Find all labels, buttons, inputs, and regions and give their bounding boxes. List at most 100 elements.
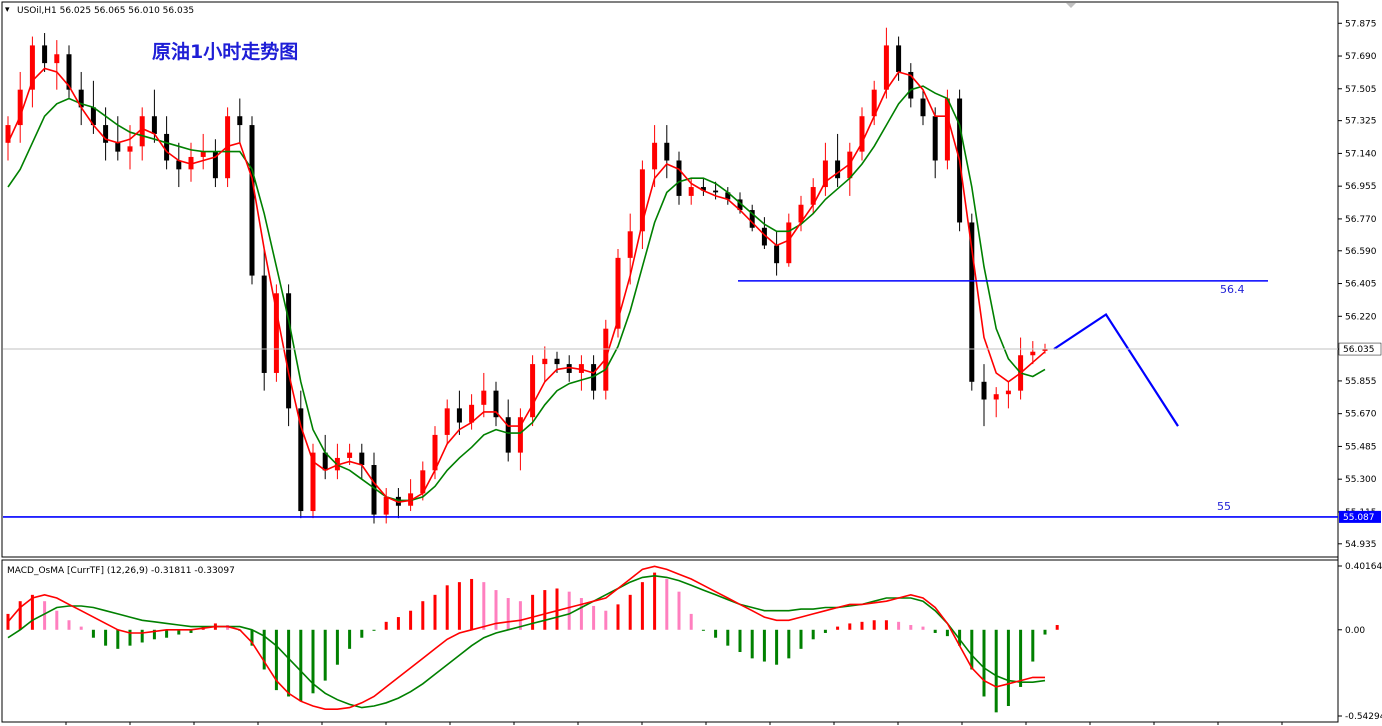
candles [5, 27, 1048, 524]
macd-histogram-bar [55, 610, 59, 630]
macd-histogram-bar [750, 629, 754, 659]
price-tick-label: 56.770 [1345, 215, 1377, 225]
candle-bear [566, 364, 572, 373]
candle-bull [786, 222, 792, 264]
macd-histogram-bar [177, 629, 181, 635]
macd-histogram-bar [665, 578, 669, 630]
candle-bear [493, 390, 499, 418]
macd-histogram-bar [445, 585, 449, 630]
candle-bear [920, 98, 926, 117]
price-tick-label: 55.670 [1345, 410, 1377, 420]
macd-histogram-bar [848, 623, 852, 630]
forecast-path[interactable] [1053, 312, 1179, 427]
main-panel-frame [1, 1, 1339, 558]
macd-histogram-bar [79, 626, 83, 630]
price-tick-label: 55.485 [1345, 442, 1377, 452]
candle-bull [139, 116, 145, 147]
macd-histogram-bar [91, 629, 95, 638]
macd-histogram-bar [579, 598, 583, 630]
macd-histogram-bar [628, 594, 632, 630]
candle-bull [347, 452, 353, 458]
candle-bear [713, 190, 719, 193]
candle-bull [798, 204, 804, 223]
horizontal-levels[interactable]: 56.4 55 [3, 280, 1338, 518]
candle-bull [578, 364, 584, 373]
macd-histogram-bar [640, 582, 644, 630]
candle-bull [615, 257, 621, 329]
macd-histogram-bar [909, 625, 913, 630]
macd-histogram-bar [872, 620, 876, 630]
price-tick-label: 57.140 [1345, 149, 1377, 159]
macd-histogram-bar [884, 620, 888, 630]
candle-bear [78, 89, 84, 108]
candle-bull [639, 169, 645, 232]
candle-bear [908, 71, 914, 99]
candle-bear [66, 54, 72, 90]
candle-bear [896, 45, 902, 72]
candle-bull [517, 417, 523, 453]
macd-histogram-bar [958, 629, 962, 646]
candle-bull [1030, 351, 1036, 356]
candle-bear [932, 116, 938, 161]
macd-histogram-bar [299, 629, 303, 702]
candle-bull [310, 452, 316, 512]
candle-bull [822, 160, 828, 188]
macd-histogram-bar [323, 629, 327, 681]
macd-histogram-bar [518, 601, 522, 630]
candle-bull [17, 89, 23, 126]
candle-bear [90, 107, 96, 126]
macd-indicator [6, 565, 1059, 713]
macd-histogram-bar [152, 629, 156, 640]
symbol-info: USOil,H1 56.025 56.065 56.010 56.035 [17, 6, 194, 16]
macd-histogram-bar [555, 588, 559, 630]
macd-histogram-bar [421, 601, 425, 630]
candle-bear [835, 160, 841, 179]
candle-bear [176, 160, 182, 170]
macd-histogram-bar [274, 629, 278, 691]
macd-histogram-bar [714, 629, 718, 638]
macd-histogram-bar [762, 629, 766, 662]
candle-bear [505, 417, 511, 453]
macd-tick-label: -0.54294 [1345, 712, 1382, 722]
macd-histogram-bar [335, 629, 339, 665]
ma-fast-line [7, 67, 1046, 504]
macd-histogram-bar [494, 590, 498, 630]
chart-title: 原油1小时走势图 [152, 40, 298, 63]
macd-histogram-bar [653, 572, 657, 630]
macd-histogram-bar [994, 629, 998, 713]
macd-panel-frame [1, 559, 1339, 723]
macd-histogram-bar [287, 629, 291, 697]
candle-bull [127, 146, 133, 152]
macd-histogram-bar [592, 605, 596, 630]
macd-histogram-bar [1031, 629, 1035, 662]
macd-histogram-bar [1006, 629, 1010, 707]
candle-bear [981, 381, 987, 400]
candle-bear [749, 210, 755, 228]
macd-tick-label: 0.40164 [1345, 562, 1382, 572]
price-tick-label: 56.220 [1345, 312, 1377, 322]
macd-tick-label: 0.00 [1345, 626, 1365, 636]
support-price-tag: 55.087 [1339, 510, 1381, 523]
candle-bull [273, 293, 279, 373]
candle-bull [542, 358, 548, 365]
macd-histogram-bar [970, 629, 974, 670]
macd-histogram-bar [836, 626, 840, 630]
macd-histogram-bar [372, 629, 376, 631]
candle-bear [42, 45, 48, 64]
price-tick-label: 56.955 [1345, 182, 1377, 192]
macd-histogram-bar [775, 629, 779, 665]
candle-bear [286, 293, 292, 409]
candle-bull [944, 98, 950, 161]
candle-bear [591, 364, 597, 391]
candle-bear [761, 227, 767, 246]
macd-histogram-bar [30, 594, 34, 630]
candle-bear [249, 125, 255, 276]
macd-histogram-bar [140, 629, 144, 643]
candle-bear [103, 125, 109, 143]
macd-histogram-bar [738, 629, 742, 653]
candle-bull [188, 156, 194, 170]
candle-bear [322, 452, 328, 471]
macd-histogram-bar [543, 590, 547, 630]
macd-histogram-bar [567, 591, 571, 630]
